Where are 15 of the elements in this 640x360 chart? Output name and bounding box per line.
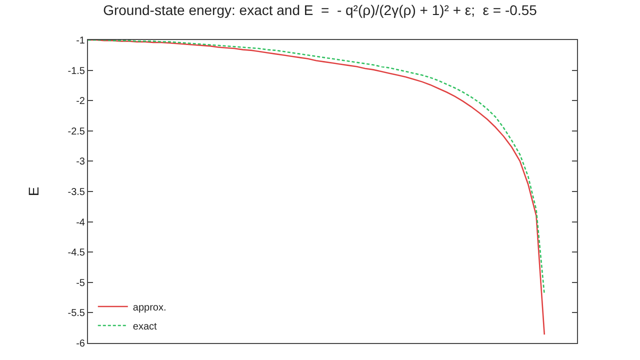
y-axis-title: E: [25, 186, 42, 196]
y-tick-label: -1: [76, 36, 86, 46]
y-tick-label: -3: [76, 156, 86, 168]
legend-label: exact: [132, 321, 158, 332]
y-tick-label: -2: [76, 96, 86, 108]
chart-title: Ground-state energy: exact and E = - q²(ρ)/(2γ(ρ) + 1)² + ε; ε = -0.55: [103, 2, 538, 18]
y-tick-label: -5: [76, 278, 86, 289]
y-tick-label: -5.5: [68, 308, 86, 320]
y-tick-label: -4: [76, 217, 86, 228]
y-tick-label: -6: [76, 338, 86, 350]
y-tick-label: -3.5: [68, 187, 86, 198]
y-tick-label: -2.5: [68, 126, 86, 138]
legend-label: approx.: [132, 302, 166, 314]
y-tick-label: -1.5: [68, 66, 86, 77]
y-tick-label: -4.5: [68, 248, 86, 259]
